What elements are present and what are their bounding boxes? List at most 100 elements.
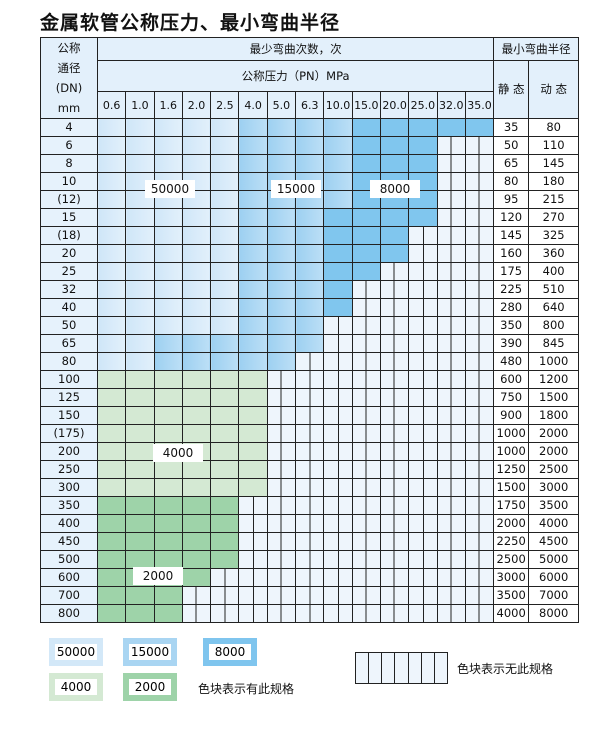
no-spec-cell: [323, 514, 353, 533]
spec-cell-50000: [125, 208, 155, 227]
spec-cell-8000: [323, 262, 353, 281]
legend-no-spec-swatch: [355, 652, 448, 684]
dn-cell: 20: [40, 244, 98, 263]
dn-cell: 10: [40, 172, 98, 191]
dynamic-radius-cell: 800: [528, 316, 580, 335]
dn-cell: (175): [40, 424, 98, 443]
spec-cell-8000: [351, 244, 381, 263]
dynamic-radius-cell: 215: [528, 190, 580, 209]
no-spec-cell: [464, 352, 495, 371]
dynamic-radius-cell: 510: [528, 280, 580, 299]
no-spec-cell: [295, 604, 325, 623]
no-spec-cell: [408, 568, 438, 587]
no-spec-cell: [238, 604, 268, 623]
dynamic-radius-cell: 145: [528, 154, 580, 173]
spec-cell-2000: [181, 532, 212, 551]
no-spec-cell: [266, 424, 297, 443]
spec-cell-15000: [238, 226, 268, 245]
spec-cell-15000: [323, 118, 353, 137]
spec-cell-4000: [125, 406, 155, 425]
table-row: 65 390 845: [40, 334, 580, 353]
no-spec-cell: [351, 388, 381, 407]
static-radius-cell: 2000: [493, 514, 530, 533]
no-spec-cell: [379, 280, 410, 299]
spec-cell-8000: [323, 226, 353, 245]
spec-cell-2000: [153, 586, 183, 605]
spec-cell-50000: [210, 280, 240, 299]
no-spec-cell: [323, 496, 353, 515]
spec-cell-4000: [181, 460, 212, 479]
spec-cell-15000: [210, 352, 240, 371]
no-spec-cell: [436, 190, 466, 209]
spec-cell-50000: [125, 154, 155, 173]
table-row: (18) 145 325: [40, 226, 580, 245]
spec-cell-8000: [351, 208, 381, 227]
spec-cell-8000: [351, 154, 381, 173]
dn-cell: 40: [40, 298, 98, 317]
no-spec-cell: [323, 460, 353, 479]
no-spec-cell: [464, 568, 495, 587]
no-spec-cell: [379, 532, 410, 551]
static-radius-cell: 350: [493, 316, 530, 335]
spec-cell-2000: [125, 514, 155, 533]
no-spec-cell: [408, 226, 438, 245]
no-spec-cell: [323, 370, 353, 389]
no-spec-cell: [323, 532, 353, 551]
spec-cell-50000: [125, 226, 155, 245]
spec-cell-15000: [238, 334, 268, 353]
table-row: 400 2000 4000: [40, 514, 580, 533]
table-row: 15 120 270: [40, 208, 580, 227]
legend-4000: 4000: [49, 673, 103, 701]
spec-cell-4000: [96, 460, 127, 479]
static-radius-cell: 390: [493, 334, 530, 353]
pressure-col-header: 4.0: [238, 91, 268, 119]
spec-cell-15000: [238, 244, 268, 263]
static-radius-cell: 1750: [493, 496, 530, 515]
no-spec-cell: [266, 406, 297, 425]
no-spec-cell: [351, 334, 381, 353]
no-spec-cell: [408, 406, 438, 425]
dynamic-radius-cell: 5000: [528, 550, 580, 569]
static-radius-cell: 80: [493, 172, 530, 191]
no-spec-cell: [408, 316, 438, 335]
spec-cell-4000: [125, 478, 155, 497]
dynamic-radius-cell: 2000: [528, 442, 580, 461]
no-spec-cell: [295, 424, 325, 443]
spec-cell-50000: [181, 298, 212, 317]
dn-cell: (18): [40, 226, 98, 245]
no-spec-cell: [436, 370, 466, 389]
no-spec-cell: [436, 568, 466, 587]
no-spec-cell: [436, 316, 466, 335]
spec-cell-8000: [379, 208, 410, 227]
table-row: 80 480 1000: [40, 352, 580, 371]
spec-cell-50000: [153, 244, 183, 263]
spec-cell-15000: [238, 154, 268, 173]
dynamic-radius-cell: 110: [528, 136, 580, 155]
spec-cell-4000: [238, 406, 268, 425]
no-spec-cell: [295, 442, 325, 461]
spec-cell-2000: [153, 496, 183, 515]
no-spec-cell: [295, 496, 325, 515]
dynamic-header: 动 态: [528, 60, 580, 119]
no-spec-cell: [379, 442, 410, 461]
spec-cell-2000: [153, 550, 183, 569]
spec-cell-50000: [96, 244, 127, 263]
no-spec-cell: [210, 586, 240, 605]
static-radius-cell: 65: [493, 154, 530, 173]
no-spec-cell: [408, 388, 438, 407]
label-50000: 50000: [145, 180, 195, 198]
dynamic-radius-cell: 3000: [528, 478, 580, 497]
spec-cell-2000: [153, 514, 183, 533]
no-spec-cell: [295, 514, 325, 533]
dn-cell: 4: [40, 118, 98, 137]
no-spec-cell: [436, 496, 466, 515]
dynamic-radius-cell: 8000: [528, 604, 580, 623]
static-radius-cell: 480: [493, 352, 530, 371]
dynamic-radius-cell: 1800: [528, 406, 580, 425]
no-spec-cell: [295, 370, 325, 389]
spec-cell-4000: [125, 442, 155, 461]
table-row: 350 1750 3500: [40, 496, 580, 515]
spec-cell-4000: [181, 388, 212, 407]
no-spec-cell: [436, 604, 466, 623]
static-radius-cell: 1500: [493, 478, 530, 497]
